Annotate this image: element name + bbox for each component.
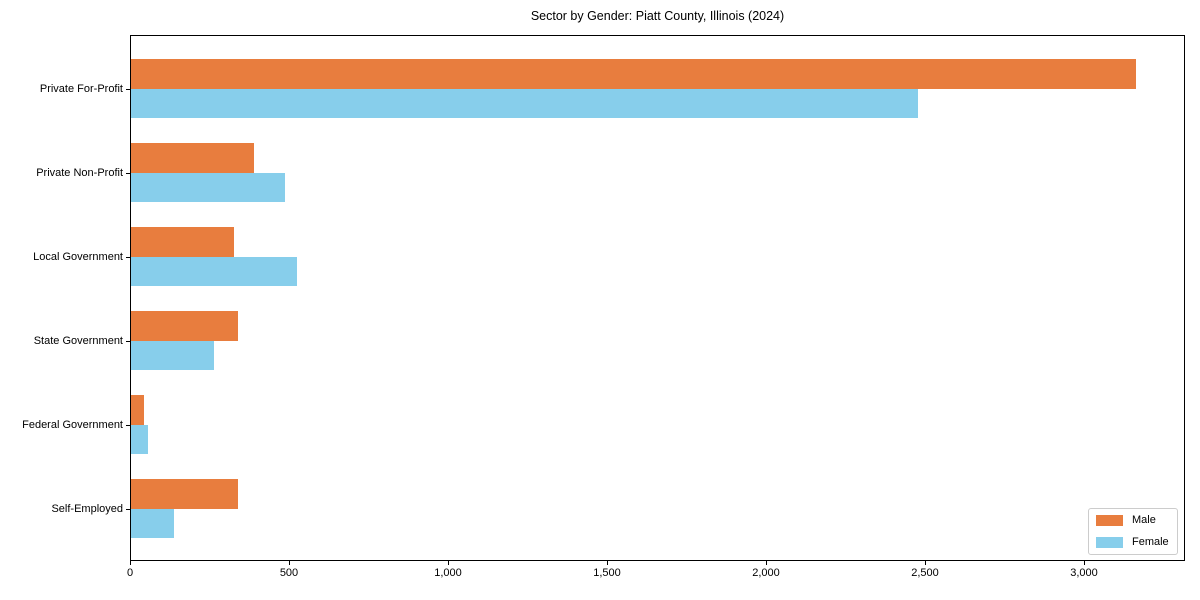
bar-female-private-for-profit — [131, 88, 918, 118]
female-series-swatch — [1096, 537, 1123, 548]
ytick-label-local-government: Local Government — [33, 250, 123, 263]
legend-label-female: Female — [1132, 536, 1169, 548]
bar-male-private-for-profit — [131, 59, 1136, 89]
legend-label-male: Male — [1132, 514, 1156, 526]
legend: Male Female — [1088, 508, 1178, 555]
plot-area — [130, 35, 1185, 561]
bar-female-private-non-profit — [131, 172, 285, 202]
ytick-mark-local-government — [126, 256, 130, 258]
xtick-label-2500: 2,500 — [911, 567, 939, 579]
xtick-mark-1500 — [607, 561, 608, 565]
ytick-label-state-government: State Government — [33, 334, 123, 347]
bar-female-state-government — [131, 340, 214, 370]
ytick-mark-self-employed — [126, 508, 130, 510]
ytick-mark-state-government — [126, 340, 130, 342]
xtick-mark-500 — [289, 561, 290, 565]
legend-item-female: Female — [1096, 536, 1170, 549]
chart-title: Sector by Gender: Piatt County, Illinois… — [530, 9, 785, 23]
xtick-mark-3000 — [1084, 561, 1085, 565]
xtick-label-3000: 3,000 — [1070, 567, 1098, 579]
xtick-mark-2500 — [925, 561, 926, 565]
bar-female-local-government — [131, 256, 297, 286]
ytick-label-private-non-profit: Private Non-Profit — [36, 166, 123, 179]
xtick-label-0: 0 — [126, 567, 134, 579]
bar-female-federal-government — [131, 424, 148, 454]
xtick-label-1500: 1,500 — [593, 567, 621, 579]
ytick-label-private-for-profit: Private For-Profit — [39, 82, 123, 95]
bar-male-federal-government — [131, 395, 144, 425]
ytick-mark-private-for-profit — [126, 88, 130, 90]
bar-male-local-government — [131, 227, 234, 257]
xtick-label-2000: 2,000 — [752, 567, 780, 579]
xtick-mark-1000 — [448, 561, 449, 565]
bar-female-self-employed — [131, 508, 174, 538]
ytick-mark-private-non-profit — [126, 172, 130, 174]
ytick-mark-federal-government — [126, 424, 130, 426]
ytick-label-federal-government: Federal Government — [22, 418, 123, 431]
bar-male-state-government — [131, 311, 238, 341]
bar-male-private-non-profit — [131, 143, 254, 173]
xtick-label-1000: 1,000 — [434, 567, 462, 579]
male-series-swatch — [1096, 515, 1123, 526]
ytick-label-self-employed: Self-Employed — [51, 502, 123, 515]
bar-male-self-employed — [131, 479, 238, 509]
xtick-mark-0 — [130, 561, 131, 565]
xtick-mark-2000 — [766, 561, 767, 565]
xtick-label-500: 500 — [279, 567, 299, 579]
legend-item-male: Male — [1096, 514, 1170, 527]
